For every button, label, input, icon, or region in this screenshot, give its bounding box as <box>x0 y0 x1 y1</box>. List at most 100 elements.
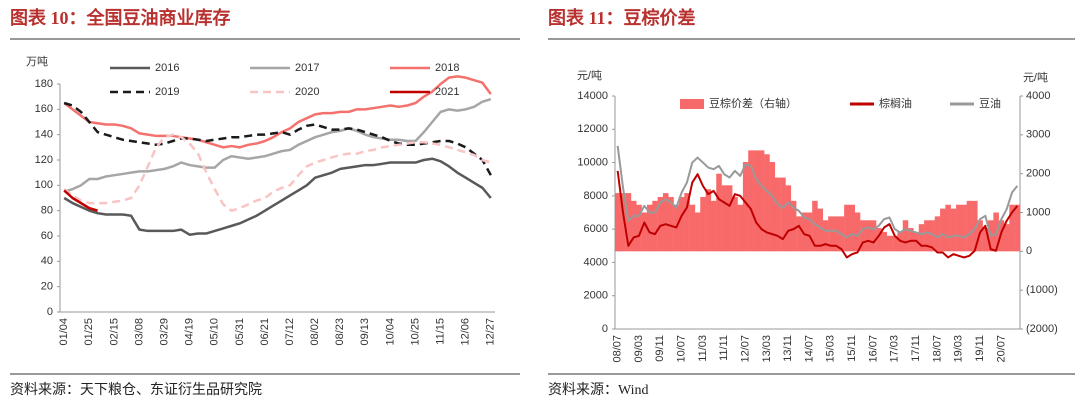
legend-label: 豆棕价差（右轴） <box>709 96 797 110</box>
y-tick-label: 0 <box>47 306 53 318</box>
y-tick-label: 12000 <box>577 123 608 135</box>
bar <box>742 162 749 252</box>
x-tick-label: 08/02 <box>309 318 321 346</box>
series-line <box>63 157 492 236</box>
bar <box>657 196 664 252</box>
x-tick-label: 10/07 <box>676 335 688 363</box>
bar <box>881 231 887 252</box>
bar <box>801 212 808 252</box>
bar <box>790 200 797 252</box>
x-tick-label: 19/11 <box>974 335 986 362</box>
y-tick-label: 4000 <box>584 256 608 268</box>
x-tick-label: 14/07 <box>803 335 815 363</box>
series-line <box>63 133 492 212</box>
bar <box>796 216 802 252</box>
series-line <box>63 75 492 149</box>
x-tick-label: 20/07 <box>995 335 1007 363</box>
y2-tick-label: (1000) <box>1026 284 1058 296</box>
bar <box>892 235 898 252</box>
x-tick-label: 19/03 <box>953 335 965 363</box>
legend-label: 豆油 <box>979 96 1001 110</box>
bar <box>678 196 685 252</box>
bar <box>641 212 648 252</box>
bar <box>652 200 658 252</box>
bar <box>950 208 957 252</box>
legend-label: 2016 <box>155 62 179 74</box>
y-tick-label: 180 <box>35 78 53 90</box>
bar <box>934 216 941 252</box>
bar <box>940 208 946 252</box>
series-line <box>63 101 492 176</box>
bar <box>977 220 983 252</box>
x-tick-label: 03/29 <box>158 318 170 346</box>
x-tick-label: 13/03 <box>761 335 773 363</box>
y2-tick-label: 3000 <box>1026 129 1050 141</box>
bar <box>918 224 925 252</box>
x-tick-label: 09/13 <box>359 318 371 346</box>
series-line <box>63 98 492 193</box>
bar <box>748 150 754 252</box>
bar <box>726 185 733 252</box>
bar <box>684 193 690 252</box>
x-tick-label: 18/07 <box>931 335 943 363</box>
x-tick-label: 11/03 <box>697 335 709 362</box>
series-line <box>616 145 1019 239</box>
bar <box>828 216 834 252</box>
bar <box>972 200 978 252</box>
x-tick-label: 01/04 <box>58 318 70 346</box>
bar <box>716 173 722 252</box>
x-tick-label: 17/03 <box>889 335 901 363</box>
x-tick-label: 04/19 <box>184 318 196 346</box>
bar <box>860 220 866 252</box>
bar <box>956 204 962 252</box>
bar <box>721 185 728 252</box>
x-tick-label: 11/15 <box>435 318 447 345</box>
bar <box>769 162 776 252</box>
y-tick-label: 10000 <box>577 156 608 168</box>
bar <box>982 228 989 252</box>
bar <box>1014 204 1021 252</box>
y-tick-label: 80 <box>41 205 53 217</box>
legend-label: 棕榈油 <box>879 96 912 110</box>
bar <box>822 220 829 252</box>
bar <box>758 150 765 252</box>
bar <box>753 150 760 252</box>
bar <box>945 204 951 252</box>
y-tick-label: 100 <box>35 179 53 191</box>
y-tick-label: 2000 <box>584 290 608 302</box>
bar <box>705 189 712 252</box>
source: 资料来源：天下粮仓、东证衍生品研究院 <box>10 382 262 398</box>
x-tick-label: 11/11 <box>718 335 730 361</box>
legend-label: 2017 <box>295 62 319 74</box>
bar <box>646 204 653 252</box>
source: 资料来源：Wind <box>548 382 649 398</box>
x-tick-label: 02/15 <box>108 318 120 346</box>
bar <box>812 200 818 252</box>
x-tick-label: 15/11 <box>846 335 858 362</box>
bar <box>625 193 632 252</box>
y2-tick-label: 1000 <box>1026 206 1050 218</box>
y2-tick-label: 0 <box>1026 245 1032 257</box>
bar <box>1009 204 1015 252</box>
y-tick-label: 20 <box>41 281 53 293</box>
bar <box>662 193 669 252</box>
x-tick-label: 10/25 <box>409 318 421 346</box>
legend-swatch <box>680 99 704 109</box>
bar <box>774 177 781 252</box>
bar <box>764 154 770 252</box>
bar <box>737 204 744 252</box>
y2-tick-label: (2000) <box>1026 323 1058 335</box>
bar <box>929 220 935 252</box>
x-tick-label: 09/03 <box>633 335 645 363</box>
bar <box>854 212 861 252</box>
y2-tick-label: 2000 <box>1026 168 1050 180</box>
bar <box>961 204 967 252</box>
y-tick-label: 6000 <box>584 223 608 235</box>
x-tick-label: 01/25 <box>83 318 95 346</box>
y-tick-label: 14000 <box>577 90 608 102</box>
bar <box>886 235 893 252</box>
legend-label: 2018 <box>435 62 459 74</box>
y-axis-label: 万吨 <box>26 55 48 68</box>
bar <box>615 193 621 252</box>
